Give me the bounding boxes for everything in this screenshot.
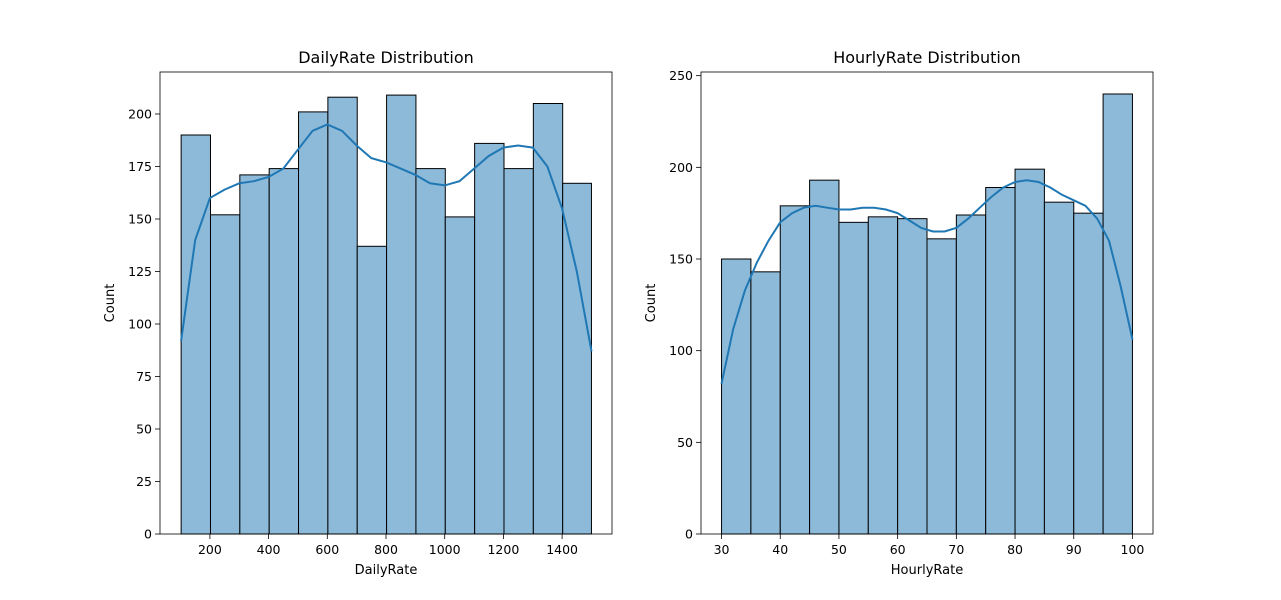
x-axis-label: DailyRate — [355, 563, 418, 578]
bars — [721, 93, 1133, 535]
y-tick-label: 50 — [677, 435, 693, 450]
y-ticks: 0 50 100 150 200 250 — [669, 68, 701, 542]
chart-title: HourlyRate Distribution — [833, 48, 1021, 67]
histogram-bar — [985, 187, 1016, 535]
y-tick-label: 150 — [128, 212, 152, 227]
x-tick-label: 70 — [948, 542, 964, 557]
histogram-bar — [503, 168, 534, 535]
histogram-bar — [1014, 168, 1045, 535]
x-axis-label: HourlyRate — [891, 563, 963, 578]
x-tick-label: 80 — [1007, 542, 1023, 557]
histogram-bar — [838, 221, 869, 535]
x-tick-label: 1400 — [546, 542, 578, 557]
axes-frame — [700, 71, 1154, 535]
x-tick-label: 1000 — [429, 542, 461, 557]
histogram-bar — [209, 214, 241, 535]
x-tick-label: 800 — [374, 542, 398, 557]
x-ticks: 200 400 600 800 1000 1200 1400 — [198, 534, 578, 557]
kde-line — [720, 179, 1134, 384]
histogram-bar — [474, 142, 505, 535]
histogram-bar — [444, 216, 476, 535]
y-axis-label: Count — [644, 284, 659, 323]
histogram-bar — [750, 271, 781, 535]
y-ticks: 0 25 50 75 100 125 150 175 200 — [128, 107, 160, 542]
hourly-rate-histogram: 30 40 50 60 70 80 90 100 0 50 100 150 200 250 Hourly… — [644, 48, 1154, 578]
kde-line — [180, 123, 593, 352]
histogram-bar — [386, 94, 417, 535]
histogram-bar — [1102, 93, 1133, 535]
histogram-bar — [867, 216, 899, 535]
x-tick-label: 60 — [890, 542, 906, 557]
histogram-bar — [897, 218, 928, 535]
x-tick-label: 90 — [1066, 542, 1082, 557]
histogram-bar — [562, 182, 592, 535]
y-tick-label: 150 — [669, 252, 693, 267]
histogram-bar — [779, 205, 811, 535]
daily-rate-histogram: 200 400 600 800 1000 1200 1400 0 25 50 75 100 125 15… — [103, 48, 613, 578]
x-tick-label: 40 — [772, 542, 788, 557]
y-tick-label: 0 — [685, 527, 693, 542]
histogram-bar — [180, 134, 211, 535]
y-tick-label: 250 — [669, 68, 693, 83]
histogram-bar — [955, 214, 987, 535]
histogram-bar — [356, 245, 388, 535]
y-tick-label: 25 — [136, 474, 152, 489]
x-tick-label: 30 — [714, 542, 730, 557]
x-tick-label: 600 — [315, 542, 339, 557]
y-tick-label: 175 — [128, 159, 152, 174]
histogram-bar — [721, 258, 752, 535]
histogram-bar — [1043, 201, 1075, 535]
histogram-bar — [1073, 212, 1104, 535]
histogram-bar — [415, 168, 446, 535]
x-tick-label: 400 — [257, 542, 281, 557]
histogram-bar — [298, 111, 329, 535]
histogram-bar — [327, 96, 358, 535]
x-tick-label: 1200 — [487, 542, 519, 557]
y-tick-label: 125 — [128, 264, 152, 279]
x-tick-label: 100 — [1121, 542, 1145, 557]
histogram-bar — [532, 103, 564, 535]
y-tick-label: 75 — [136, 369, 152, 384]
y-axis-label: Count — [103, 284, 118, 323]
histogram-bar — [926, 238, 957, 535]
chart-title: DailyRate Distribution — [298, 48, 474, 67]
y-tick-label: 50 — [136, 422, 152, 437]
histogram-bar — [809, 179, 840, 535]
bars — [180, 94, 592, 535]
y-tick-label: 100 — [669, 343, 693, 358]
y-tick-label: 200 — [128, 107, 152, 122]
x-ticks: 30 40 50 60 70 80 90 100 — [714, 534, 1145, 557]
x-tick-label: 200 — [198, 542, 222, 557]
x-tick-label: 50 — [831, 542, 847, 557]
y-tick-label: 200 — [669, 160, 693, 175]
y-tick-label: 100 — [128, 317, 152, 332]
histogram-bar — [239, 174, 270, 535]
y-tick-label: 0 — [144, 527, 152, 542]
histogram-bar — [268, 168, 300, 535]
